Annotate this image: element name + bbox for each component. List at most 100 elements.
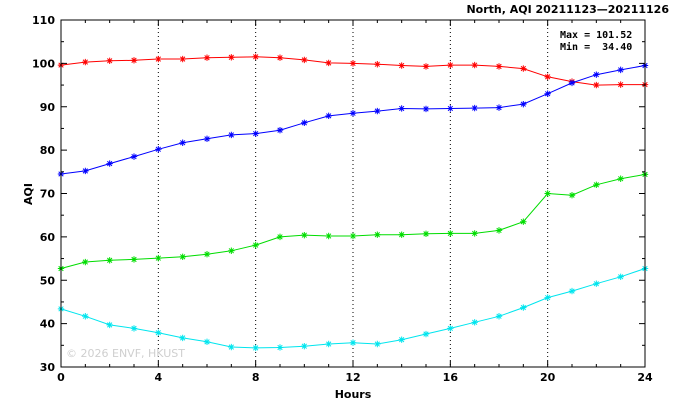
series-2-point: [593, 71, 600, 78]
x-tick-label: 4: [155, 371, 163, 384]
series-2-point: [447, 105, 454, 112]
plot-area: 0 4 8 12 16 20 24 30 40 50 60 70 80 90 100 110: [32, 14, 653, 384]
series-4-point: [252, 344, 259, 352]
series-1-point: [301, 56, 308, 64]
series-1-point: [520, 65, 527, 72]
y-tick-label: 100: [32, 57, 55, 70]
series-1-point: [447, 61, 454, 69]
series-2-point: [276, 126, 284, 134]
series-2-point: [374, 107, 381, 115]
chart-title: North, AQI 20211123—20211126: [466, 3, 669, 16]
series-1-point: [617, 81, 624, 88]
series-1-point: [398, 62, 405, 69]
series-3-point: [349, 232, 357, 240]
series-2-point: [325, 112, 332, 120]
series-4-point: [325, 340, 332, 348]
series-4-point: [203, 338, 211, 346]
series-4-point: [106, 321, 113, 329]
series-4-point: [617, 273, 624, 280]
series-4-point: [520, 304, 527, 311]
y-tick-label: 60: [40, 231, 56, 244]
series-1-point: [544, 73, 551, 81]
series-4-point: [349, 339, 357, 346]
series-1-point: [276, 54, 284, 61]
x-tick-label: 12: [345, 371, 360, 384]
series-3-point: [544, 190, 551, 197]
series-1-point: [374, 61, 381, 68]
series-4-point: [544, 294, 551, 301]
series-3-point: [568, 192, 576, 199]
series-3-point: [252, 241, 259, 249]
series-1-point: [179, 55, 186, 63]
series-2-point: [82, 167, 89, 175]
series-2-point: [544, 90, 551, 97]
series-3-point: [203, 251, 211, 258]
series-1-point: [228, 54, 235, 61]
series-4-point: [447, 325, 454, 332]
series-3-point: [471, 230, 478, 237]
x-tick-label: 16: [443, 371, 459, 384]
series-4-point: [276, 344, 284, 351]
series-4-point: [155, 329, 162, 336]
series-3-point: [82, 258, 89, 266]
series-3-point: [179, 253, 186, 261]
series-2-point: [203, 135, 211, 143]
series-4-point: [471, 319, 478, 326]
series-2-point: [155, 146, 162, 153]
y-tick-label: 110: [32, 14, 55, 27]
series-4-point: [568, 287, 576, 295]
series-1-point: [203, 54, 211, 61]
x-tick-label: 8: [252, 371, 260, 384]
series-3-point: [130, 256, 138, 263]
series-4-point: [422, 330, 430, 338]
series-2-point: [252, 130, 259, 137]
series-4-point: [398, 336, 405, 343]
x-axis-label: Hours: [335, 388, 372, 401]
series-3-point: [325, 232, 332, 240]
y-tick-label: 90: [40, 101, 56, 114]
series-4-point: [301, 342, 308, 350]
series-2-point: [349, 110, 357, 117]
series-3-point: [495, 227, 503, 234]
y-axis-label: AQI: [22, 183, 35, 205]
series-2-point: [495, 104, 503, 111]
x-tick-label: 24: [637, 371, 653, 384]
series-2-point: [471, 104, 478, 112]
min-value-label: Min = 34.40: [560, 41, 632, 53]
series-4-point: [495, 313, 503, 320]
series-2-point: [568, 79, 576, 87]
series-4-point: [179, 334, 186, 342]
series-2-point: [422, 105, 430, 113]
series-2-point: [301, 119, 308, 126]
series-1-point: [106, 57, 113, 64]
series-3-point: [276, 233, 284, 241]
series-2-point: [617, 66, 624, 74]
series-2-point: [398, 105, 405, 112]
series-4-point: [593, 280, 600, 287]
max-value-label: Max = 101.52: [560, 30, 632, 41]
series-1-point: [130, 57, 138, 64]
x-tick-label: 0: [57, 371, 65, 384]
x-tick-label: 20: [540, 371, 556, 384]
series-1-point: [82, 58, 89, 66]
watermark-text: © 2026 ENVF, HKUST: [66, 347, 185, 360]
series-3-point: [398, 231, 405, 238]
y-tick-label: 70: [40, 188, 56, 201]
series-1-point: [155, 55, 162, 63]
series-3-point: [422, 230, 430, 238]
series-line-2: [60, 65, 646, 175]
series-3-point: [617, 175, 624, 182]
series-2-point: [520, 100, 527, 108]
series-1-point: [471, 61, 478, 69]
series-1-point: [495, 63, 503, 70]
series-3-point: [155, 254, 162, 262]
series-3-point: [593, 181, 600, 189]
series-3-point: [447, 230, 454, 237]
series-4-point: [130, 325, 138, 332]
y-tick-label: 40: [40, 318, 56, 331]
series-3-point: [106, 257, 113, 264]
series-3-point: [520, 218, 527, 225]
series-2-point: [130, 153, 138, 160]
